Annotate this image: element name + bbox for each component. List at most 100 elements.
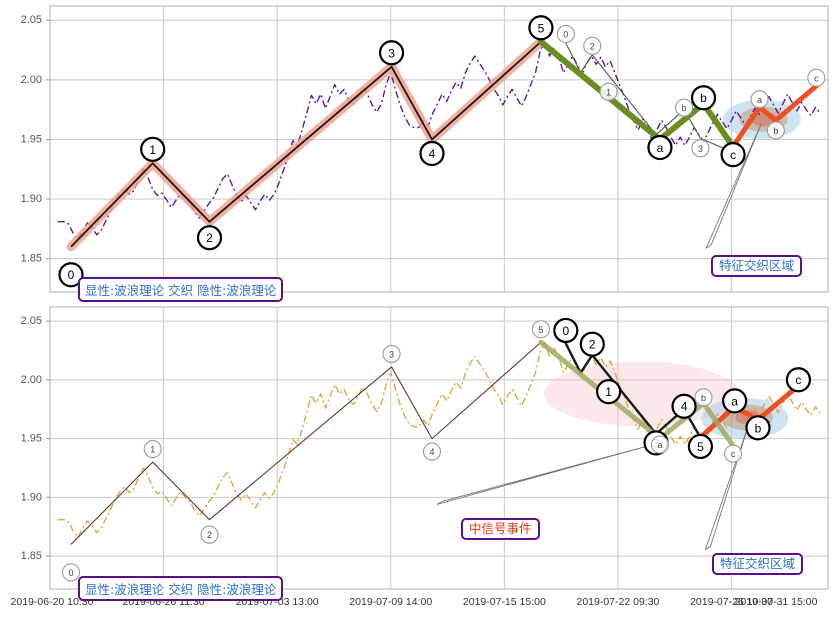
wave-marker-label: b xyxy=(700,91,707,105)
wave-marker xyxy=(675,98,694,117)
wave-marker-label: 1 xyxy=(149,143,156,157)
wave-marker xyxy=(531,320,550,339)
y-tick-label: 1.95 xyxy=(21,133,42,145)
wave-marker-label: b xyxy=(755,421,762,435)
wave-marker xyxy=(579,331,605,357)
wave-marker xyxy=(61,563,81,582)
wave-marker xyxy=(690,85,717,111)
x-tick-label: 2019-06-20 10:30 xyxy=(11,596,94,608)
wave-marker-label: 3 xyxy=(389,349,394,359)
plot-frame xyxy=(49,306,829,590)
wave-marker-label: 2 xyxy=(589,338,596,352)
callout-feature-zone-bottom: 特征交织区域 xyxy=(712,553,804,576)
wave-marker xyxy=(200,525,219,544)
y-axis: 2.05 2.00 1.95 1.90 1.85 xyxy=(21,14,50,265)
callout-leaders xyxy=(705,123,762,250)
wave-marker-label: 5 xyxy=(697,440,704,454)
wave-marker xyxy=(650,435,670,454)
wave-marker-label: 2 xyxy=(207,530,212,540)
wave-marker-label: 1 xyxy=(605,385,612,399)
y-tick-label: 1.85 xyxy=(21,253,42,265)
wave-marker xyxy=(599,82,618,101)
price-line xyxy=(57,41,821,241)
top-panel: 2.05 2.00 1.95 1.90 1.85 0 2 1 3 b 0 1 2 3 4 5 a b c a b c 显性… xyxy=(0,0,839,303)
wave-marker xyxy=(671,393,697,419)
wave-marker xyxy=(58,262,84,288)
wave-marker xyxy=(750,90,769,109)
wave-marker xyxy=(766,121,785,140)
plot-frame xyxy=(49,5,829,293)
wave-marker xyxy=(553,317,579,344)
y-tick-label: 1.85 xyxy=(21,550,42,562)
wave-marker-label: c xyxy=(731,449,736,459)
wave-marker-label: 3 xyxy=(388,46,395,60)
wave-marker-label: b xyxy=(701,393,706,403)
wave-marker-label: a xyxy=(657,440,662,450)
wave-line xyxy=(70,41,542,248)
hidden-wave-markers: 0 2 1 3 b xyxy=(556,24,710,158)
wave-marker xyxy=(528,15,554,41)
wave-marker-label: 0 xyxy=(562,324,569,338)
x-tick-label: 2019-07-15 15:00 xyxy=(463,596,546,608)
wave-marker xyxy=(143,440,162,459)
y-tick-label: 1.90 xyxy=(21,491,42,503)
wave-line-orange xyxy=(730,83,819,150)
y-tick-label: 2.05 xyxy=(21,14,42,26)
wave-marker-label: a xyxy=(757,95,762,105)
wave-marker xyxy=(196,225,223,251)
wave-marker xyxy=(583,36,602,55)
y-tick-label: 1.95 xyxy=(21,433,42,445)
wave-marker-label: 1 xyxy=(150,445,155,455)
wave-marker xyxy=(596,378,622,405)
wave-marker xyxy=(140,136,166,162)
wave-line-thin xyxy=(70,341,542,545)
x-tick-label: 2019-07-26 10:30 xyxy=(690,596,773,608)
y-tick-label: 1.90 xyxy=(21,193,42,205)
wave-marker-label: 4 xyxy=(429,447,434,457)
wave-marker xyxy=(687,433,714,460)
x-tick-label: 2019-07-22 09:30 xyxy=(576,596,659,608)
y-tick-label: 2.05 xyxy=(21,315,42,327)
x-tick-label: 2019-07-09 14:00 xyxy=(349,596,432,608)
wave-marker-label: b xyxy=(773,126,778,136)
wave-marker xyxy=(694,388,713,407)
callout-mid-signal: 中信号事件 xyxy=(461,518,540,541)
callout-feature-zone-top: 特征交织区域 xyxy=(711,255,803,278)
wave-marker xyxy=(807,68,826,87)
wave-marker xyxy=(720,142,746,168)
wave-marker xyxy=(378,40,405,66)
bottom-panel-plot: 2.052.001.951.901.85021345abc012345abc20… xyxy=(11,306,829,608)
y-tick-label: 2.00 xyxy=(21,374,42,386)
wave-marker xyxy=(382,344,401,363)
wave-marker xyxy=(691,139,710,158)
legend-box-bottom: 显性:波浪理论 交织 隐性:波浪理论 xyxy=(78,576,284,601)
wave-marker xyxy=(745,415,771,441)
wave-marker xyxy=(419,140,445,167)
wave-marker-label: a xyxy=(731,394,738,408)
wave-marker-label: 4 xyxy=(681,400,688,414)
x-tick-label: 2019-07-31 15:00 xyxy=(735,596,818,608)
y-axis: 2.05 2.00 1.95 1.90 1.85 xyxy=(21,315,50,562)
wave-marker-label: 0 xyxy=(563,29,568,39)
hidden-wave-markers: 0 1 2 3 4 5 a b c xyxy=(61,320,743,582)
wave-marker-label: c xyxy=(730,148,736,162)
wave-marker-label: 1 xyxy=(606,87,611,97)
wave-marker-label: 5 xyxy=(538,325,543,335)
legend-box-top: 显性:波浪理论 交织 隐性:波浪理论 xyxy=(78,277,284,302)
x-axis: 2019-06-20 10:30 2019-06-26 11:30 2019-07-… xyxy=(11,596,818,608)
wave-marker-label: 0 xyxy=(68,568,73,578)
wave-marker-label: 2 xyxy=(590,41,595,51)
wave-marker xyxy=(722,388,748,414)
bottom-panel: 2.052.001.951.901.85021345abc012345abc20… xyxy=(0,303,839,617)
wave-marker-label: c xyxy=(795,373,801,387)
wave-marker-label: 0 xyxy=(68,268,75,282)
dominant-wave-markers: 0 1 2 3 4 5 a b c a b c xyxy=(58,15,826,288)
wave-marker-label: b xyxy=(682,103,687,113)
callout-arrow-mid-signal xyxy=(436,442,658,505)
wave-marker-label: 4 xyxy=(429,147,436,161)
wave-marker-label: 2 xyxy=(206,231,213,245)
y-tick-label: 2.00 xyxy=(21,74,42,86)
callout-arrow-feature-zone xyxy=(705,123,762,250)
wave-marker-label: c xyxy=(814,73,819,83)
